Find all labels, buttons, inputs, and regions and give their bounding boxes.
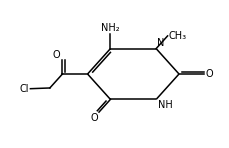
Text: NH: NH [158, 100, 172, 110]
Text: CH₃: CH₃ [168, 31, 186, 41]
Text: Cl: Cl [20, 84, 29, 94]
Text: O: O [53, 50, 60, 60]
Text: O: O [90, 113, 97, 123]
Text: NH₂: NH₂ [101, 23, 119, 33]
Text: N: N [157, 38, 164, 48]
Text: O: O [204, 69, 212, 79]
